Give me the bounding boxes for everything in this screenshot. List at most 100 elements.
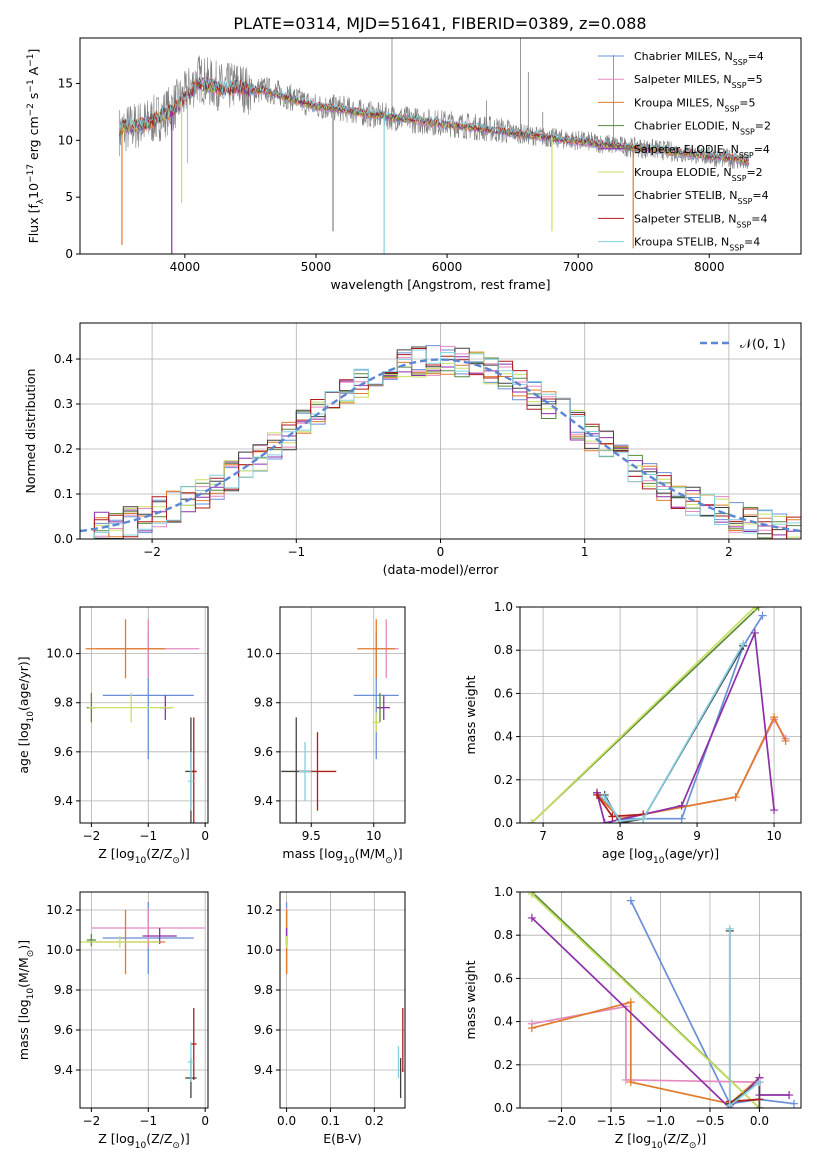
weight-marker [785,1091,794,1100]
axes-border [79,606,209,824]
point-krou_miles [357,619,395,679]
gaussian-curve [80,358,801,533]
x-tick-label: 7 [539,829,547,843]
x-tick-label: −1 [139,1114,157,1128]
y-tick-label: 10.2 [246,903,273,917]
point-krou_stelib [298,742,312,801]
axes-weight_vs_Z: −2.0 −1.5 −1.0 −0.5 0.0 0.0 0.2 0.4 0.6 0.8 1.0 Z [… [463,885,802,1151]
y-tick-label: 1.0 [494,600,513,614]
x-tick-label: 0.2 [365,1114,384,1128]
x-tick-label: −2 [143,545,161,559]
weight-marker [755,1095,764,1104]
x-axis-label: Z [log10(Z/Z⊙)] [98,846,189,866]
x-axis-label: mass [log10(M/M⊙)] [282,846,402,866]
y-axis-label: mass weight [463,960,478,1039]
x-tick-label: 8 [616,829,624,843]
histogram-krou_stelib [80,349,801,539]
axes-age_vs_Z: −2 −1 0 9.4 9.6 9.8 10.0 Z [log10(Z/Z⊙)] age [lo… [16,606,209,866]
plot-area [527,607,790,823]
weight-marker [731,793,740,802]
y-tick-label: 9.6 [254,1023,273,1037]
weight-marker [527,1024,536,1033]
legend-label-chab_stelib: Chabrier STELIB, NSSP=4 [634,189,769,206]
axes-border [79,891,209,1109]
y-tick-label: 10.0 [246,943,273,957]
weight-line-krou_stelib [603,643,745,822]
weight-marker [755,1078,764,1087]
weight-line-salp_elodie [596,629,775,823]
y-tick-label: 10.0 [46,943,73,957]
y-tick-label: 1.0 [494,885,513,899]
weight-marker [755,1104,764,1108]
x-tick-label: 10 [366,829,381,843]
x-tick-label: 9.5 [302,829,321,843]
weight-line-krou_elodie [531,893,760,1108]
y-tick-label: 10 [58,133,73,147]
x-tick-label: 4000 [170,260,201,274]
x-axis-label: (data-model)/error [383,562,500,577]
weight-marker [608,812,617,821]
weight-marker [750,607,759,611]
x-tick-label: 2 [725,545,733,559]
point-krou_elodie [88,692,174,723]
y-tick-label: 15 [58,76,73,90]
weight-marker [790,1099,799,1108]
legend-label-salp_elodie: Salpeter ELODIE, NSSP=4 [634,143,770,160]
weight-marker [616,816,625,823]
x-axis-label: wavelength [Angstrom, rest frame] [330,277,550,292]
x-tick-label: 0.0 [277,1114,296,1128]
legend-label-krou_stelib: Kroupa STELIB, NSSP=4 [634,236,760,253]
axes-mass_vs_Z: −2 −1 0 9.4 9.6 9.8 10.0 10.2 Z [log10(Z/Z⊙)] mas… [16,891,209,1151]
y-tick-label: 9.8 [54,983,73,997]
axes-frame: −2 −1 0 9.4 9.6 9.8 10.0 Z [log10(Z/Z⊙)] age [lo… [16,606,209,866]
legend-label-krou_elodie: Kroupa ELODIE, NSSP=2 [634,166,763,183]
weight-line-krou_elodie [530,607,756,823]
plot-area [281,619,399,823]
y-tick-label: 0.4 [54,352,73,366]
weight-line-chab_miles [596,615,764,820]
weight-marker [527,913,536,922]
plot-area [80,902,206,1098]
legend-label-krou_miles: Kroupa MILES, NSSP=5 [634,96,755,113]
y-tick-label: 9.4 [254,1063,273,1077]
axes-mass_vs_ebv: 0.0 0.1 0.2 9.4 9.6 9.8 10.0 10.2 E(B-V) [246,891,406,1146]
x-tick-label: −1.0 [646,1114,675,1128]
y-tick-label: 10.2 [46,903,73,917]
y-tick-label: 0.6 [494,971,513,985]
y-tick-label: 9.6 [54,745,73,759]
axes-frame: −2.0 −1.5 −1.0 −0.5 0.0 0.0 0.2 0.4 0.6 0.8 1.0 Z [… [463,885,802,1151]
x-axis-label: Z [log10(Z/Z⊙)] [98,1131,189,1151]
legend-label-chab_miles: Chabrier MILES, NSSP=4 [634,50,764,67]
grid [80,892,208,1108]
weight-marker [725,1101,734,1108]
point-chab_elodie [86,934,96,946]
histogram-chab_elodie [80,357,801,539]
y-tick-label: 0.1 [54,487,73,501]
y-tick-label: 0.2 [54,442,73,456]
y-axis-label: mass [log10(M/M⊙)] [16,940,36,1060]
x-tick-label: 0.0 [750,1114,769,1128]
y-tick-label: 0.8 [494,928,513,942]
y-tick-label: 9.6 [254,745,273,759]
grid [520,606,801,824]
point-krou_stelib [188,751,194,811]
weight-line-salp_miles [531,1005,760,1083]
point-krou_elodie [80,936,160,948]
weight-marker [527,892,536,899]
x-tick-label: 8000 [694,260,725,274]
y-tick-label: 0.4 [494,730,513,744]
y-tick-label: 9.6 [54,1023,73,1037]
x-tick-label: 5000 [301,260,332,274]
point-salp_elodie [377,695,390,720]
axes-frame: 4000 5000 6000 7000 8000 0 5 10 15 wavelength [An… [26,37,802,292]
y-tick-label: 10.0 [46,647,73,661]
grid [280,607,405,823]
weight-line-chab_miles [630,900,795,1105]
model-spectrum-krou_stelib [118,75,749,162]
point-krou_elodie [372,712,380,733]
axes-border [279,891,406,1109]
x-tick-label: −2 [83,1114,101,1128]
axes-frame: −2 −1 0 1 2 0.0 0.1 0.2 0.3 0.4 (data-model)/error… [23,322,802,577]
y-tick-label: 9.8 [54,696,73,710]
point-salp_miles [91,908,206,948]
